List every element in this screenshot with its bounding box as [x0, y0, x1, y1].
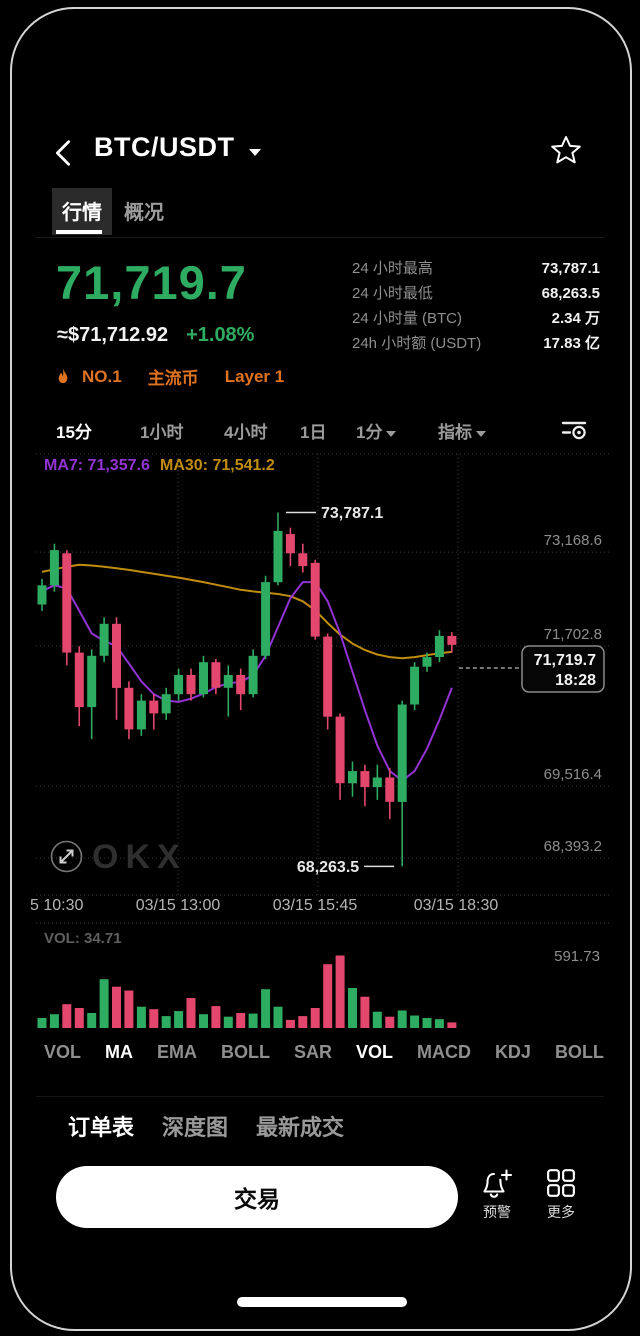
- price-alert-bell-icon[interactable]: [480, 1168, 514, 1198]
- indicator-vol-sub[interactable]: VOL: [355, 1042, 393, 1062]
- ma30-label: MA30: 71,541.2: [160, 457, 275, 474]
- x-axis-label: 5 10:30: [30, 897, 84, 914]
- indicator-macd[interactable]: MACD: [416, 1042, 471, 1062]
- stat-label: 24 小时量 (BTC): [352, 310, 463, 327]
- fiat-price: ≈$71,712.92: [57, 324, 169, 346]
- tab-latest-trades[interactable]: 最新成交: [256, 1115, 345, 1140]
- x-axis-label: 03/15 15:45: [272, 897, 358, 914]
- orderbook-tabs: 订单表 深度图 最新成交: [68, 1110, 344, 1142]
- chart-settings-icon[interactable]: [560, 416, 588, 444]
- candlestick-chart[interactable]: 73,168.6 71,702.8 69,516.4 68,393.2 73,787.1…: [36, 452, 610, 898]
- section-divider: [36, 1096, 604, 1097]
- tag-layer1[interactable]: Layer 1: [224, 366, 285, 386]
- svg-text:68,263.5: 68,263.5: [297, 859, 359, 876]
- indicator-dropdown[interactable]: 指标: [438, 418, 486, 443]
- indicator-kdj[interactable]: KDJ: [494, 1042, 531, 1062]
- favorite-star-icon[interactable]: [550, 134, 582, 166]
- indicator-ma[interactable]: MA: [105, 1042, 133, 1062]
- rank-badge[interactable]: NO.1: [82, 366, 122, 386]
- indicator-vol-main[interactable]: VOL: [44, 1042, 82, 1062]
- x-axis-label: 03/15 18:30: [413, 897, 499, 914]
- stat-value: 73,787.1: [541, 260, 600, 277]
- timeframe-1h[interactable]: 1小时: [140, 423, 184, 442]
- chevron-down-icon: [476, 431, 486, 437]
- tabs-divider: [36, 237, 604, 238]
- svg-text:71,719.7: 71,719.7: [534, 652, 596, 669]
- svg-text:73,168.6: 73,168.6: [544, 532, 602, 549]
- indicator-dropdown-label: 指标: [438, 423, 472, 442]
- timeframe-dropdown-label: 1分: [356, 423, 383, 442]
- last-price: 71,719.7: [56, 256, 247, 309]
- stat-row-volume-btc: 24 小时量 (BTC) 2.34 万: [352, 306, 600, 331]
- ma7-label: MA7: 71,357.6: [44, 457, 150, 474]
- pair-dropdown-caret-icon[interactable]: [248, 148, 262, 157]
- volume-label: VOL: 34.71: [44, 930, 122, 947]
- fullscreen-expand-icon[interactable]: [50, 840, 83, 873]
- x-axis-label: 03/15 13:00: [135, 897, 221, 914]
- indicator-boll2[interactable]: BOLL: [554, 1042, 604, 1062]
- svg-text:71,702.8: 71,702.8: [544, 626, 602, 643]
- phone-frame: [10, 7, 632, 1331]
- tab-depth-chart[interactable]: 深度图: [162, 1115, 229, 1140]
- more-label: 更多: [547, 1204, 575, 1220]
- volume-chart[interactable]: [36, 922, 610, 1034]
- stat-value: 68,263.5: [541, 285, 600, 302]
- indicator-boll[interactable]: BOLL: [220, 1042, 270, 1062]
- okx-watermark: OKX: [92, 838, 187, 876]
- indicator-sar[interactable]: SAR: [293, 1042, 332, 1062]
- stat-label: 24 小时最高: [352, 260, 433, 277]
- pair-title[interactable]: BTC/USDT: [94, 132, 235, 162]
- timeframe-4h[interactable]: 4小时: [224, 423, 268, 442]
- svg-text:73,787.1: 73,787.1: [321, 505, 383, 522]
- svg-text:68,393.2: 68,393.2: [544, 838, 602, 855]
- chevron-down-icon: [386, 431, 397, 437]
- more-grid-icon[interactable]: [546, 1168, 576, 1198]
- timeframe-15m[interactable]: 15分: [56, 423, 92, 442]
- stat-label: 24 小时最低: [352, 285, 433, 302]
- flame-icon: [58, 368, 68, 384]
- token-tags-row: NO.1 主流币 Layer 1: [56, 364, 284, 389]
- timeframe-dropdown[interactable]: 1分: [356, 418, 397, 443]
- trade-button[interactable]: 交易: [56, 1166, 458, 1228]
- stat-value: 2.34 万: [551, 310, 600, 327]
- indicator-ema[interactable]: EMA: [156, 1042, 197, 1062]
- fiat-price-row: ≈$71,712.92 +1.08%: [57, 324, 254, 347]
- stat-row-low: 24 小时最低 68,263.5: [352, 281, 600, 306]
- stats-panel: 24 小时最高 73,787.1 24 小时最低 68,263.5 24 小时量…: [352, 256, 600, 356]
- tag-mainstream[interactable]: 主流币: [147, 369, 199, 388]
- stat-value: 17.83 亿: [543, 335, 600, 352]
- tab-active-underline: [56, 230, 102, 234]
- back-button[interactable]: [52, 138, 74, 168]
- alert-label: 预警: [483, 1204, 511, 1220]
- svg-text:18:28: 18:28: [555, 672, 596, 689]
- timeframe-1d[interactable]: 1日: [300, 423, 327, 442]
- tab-market[interactable]: 行情: [52, 188, 112, 235]
- tab-order-book[interactable]: 订单表: [68, 1115, 135, 1140]
- tab-overview[interactable]: 概况: [124, 202, 164, 224]
- volume-axis-max: 591.73: [554, 948, 600, 965]
- stat-row-high: 24 小时最高 73,787.1: [352, 256, 600, 281]
- stat-label: 24h 小时额 (USDT): [352, 335, 482, 352]
- stat-row-turnover-usdt: 24h 小时额 (USDT) 17.83 亿: [352, 331, 600, 356]
- svg-text:69,516.4: 69,516.4: [544, 766, 602, 783]
- indicator-selector-row: VOL MA EMA BOLL SAR VOL MACD KDJ BOLL: [44, 1042, 604, 1063]
- change-percent: +1.08%: [186, 324, 255, 346]
- home-indicator[interactable]: [237, 1297, 407, 1307]
